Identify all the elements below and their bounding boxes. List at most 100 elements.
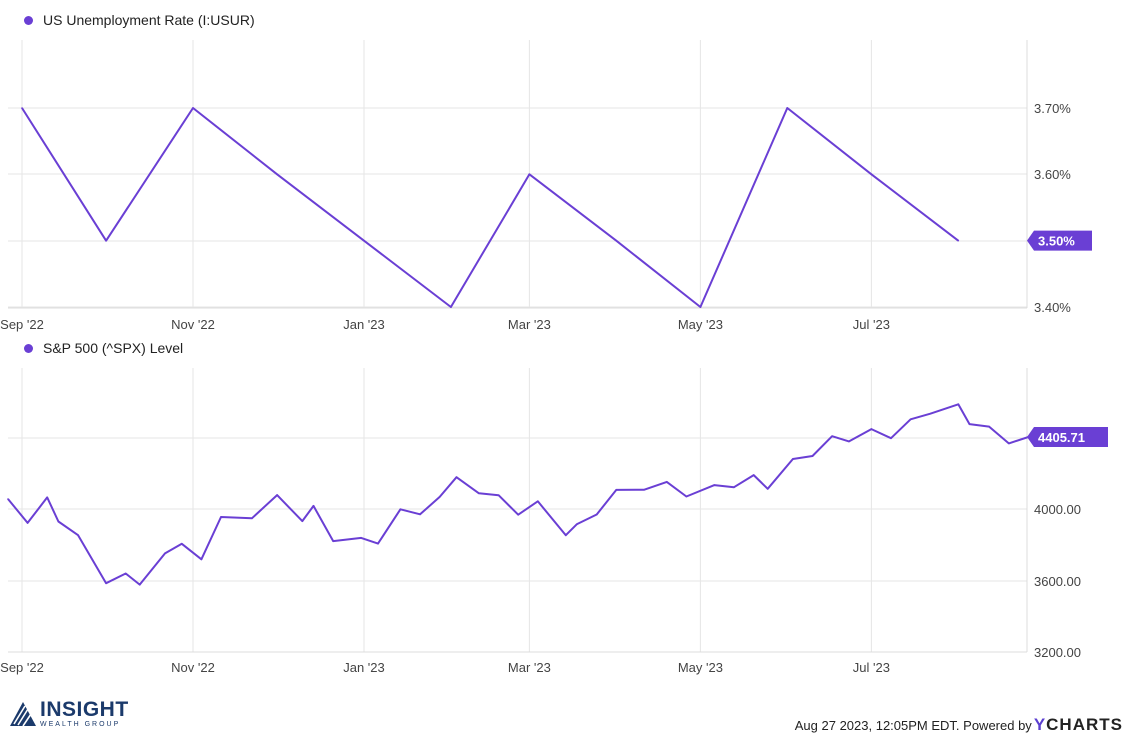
data-point xyxy=(870,173,873,176)
data-point xyxy=(180,542,183,545)
data-point xyxy=(276,494,278,496)
data-point xyxy=(450,306,452,308)
x-tick-label: May '23 xyxy=(678,317,723,332)
data-point xyxy=(988,425,990,428)
data-point xyxy=(957,403,960,406)
data-point xyxy=(77,534,79,536)
x-tick-label: Mar '23 xyxy=(508,317,551,332)
footer: Aug 27 2023, 12:05PM EDT. Powered by YCH… xyxy=(795,715,1123,735)
data-point xyxy=(138,583,141,586)
data-point xyxy=(332,540,334,542)
data-point xyxy=(399,508,402,511)
data-point xyxy=(576,523,578,525)
data-point xyxy=(360,537,362,539)
data-point xyxy=(537,500,539,503)
data-point xyxy=(685,495,688,498)
data-point xyxy=(699,306,702,308)
last-value-tag-bg xyxy=(1027,426,1108,447)
data-point xyxy=(615,489,618,491)
ycharts-logo-rest: CHARTS xyxy=(1046,715,1123,734)
data-point xyxy=(251,517,253,520)
data-point xyxy=(57,520,60,523)
data-point xyxy=(478,492,480,495)
data-point xyxy=(848,440,850,443)
data-point xyxy=(528,173,531,176)
x-tick-label: Jan '23 xyxy=(343,660,385,675)
data-point xyxy=(301,520,304,522)
data-point xyxy=(870,428,873,430)
data-point xyxy=(909,418,912,421)
data-point xyxy=(124,572,127,575)
data-point xyxy=(164,552,166,555)
series-line-unemployment xyxy=(21,107,959,308)
data-point xyxy=(192,107,194,109)
data-point xyxy=(312,505,315,507)
chart-unemployment: 3.40% 3.50% 3.60% 3.70% Sep '22 Nov '22 Jan '2… xyxy=(0,40,1092,332)
data-point xyxy=(497,494,500,497)
data-point xyxy=(105,239,107,242)
logo-wordmark: INSIGHT xyxy=(40,698,129,721)
data-point xyxy=(929,412,932,415)
x-tick-label: Sep '22 xyxy=(0,660,44,675)
y-tick-label: 3.70% xyxy=(1034,101,1071,116)
legend-marker-sp500 xyxy=(24,343,33,353)
data-point xyxy=(831,435,833,438)
y-tick-label: 3.40% xyxy=(1034,300,1071,315)
data-point xyxy=(643,488,646,491)
last-value-tag-sp500: 4405.71 xyxy=(1027,426,1108,447)
data-point xyxy=(811,455,814,457)
legend-label-sp500: S&P 500 (^SPX) Level xyxy=(43,340,184,356)
last-value-tag-bg xyxy=(1027,230,1092,251)
y-tick-label: 3200.00 xyxy=(1034,645,1081,660)
series-line-sp500 xyxy=(7,403,1029,586)
footer-timestamp: Aug 27 2023, 12:05PM EDT. Powered by xyxy=(794,718,1032,733)
last-value-label: 4405.71 xyxy=(1038,430,1085,445)
data-point xyxy=(220,516,222,518)
chart-sp500: 3200.00 3600.00 4000.00 Sep '22 Nov '22 Jan '… xyxy=(0,368,1108,675)
legend-unemployment[interactable]: US Unemployment Rate (I:USUR) xyxy=(24,12,255,28)
logo-subtitle: WEALTH GROUP xyxy=(40,721,121,728)
data-point xyxy=(565,534,567,536)
legend-label-unemployment: US Unemployment Rate (I:USUR) xyxy=(43,12,255,28)
x-tick-label: Jul '23 xyxy=(853,317,890,332)
data-point xyxy=(766,488,769,490)
data-point xyxy=(615,239,618,242)
x-tick-label: Jan '23 xyxy=(343,317,385,332)
y-tick-label: 4000.00 xyxy=(1034,502,1081,517)
last-value-label: 3.50% xyxy=(1038,234,1075,249)
data-point xyxy=(46,496,49,499)
data-point xyxy=(377,542,379,545)
data-point xyxy=(890,437,892,439)
data-point xyxy=(7,498,9,500)
data-point xyxy=(1007,442,1010,445)
insight-logo-icon xyxy=(10,701,36,726)
ycharts-logo[interactable]: YCHARTS xyxy=(1034,715,1123,735)
data-point xyxy=(786,107,789,109)
legend-sp500[interactable]: S&P 500 (^SPX) Level xyxy=(24,340,183,356)
y-tick-label: 3600.00 xyxy=(1034,574,1081,589)
data-point xyxy=(200,558,203,561)
x-tick-label: Nov '22 xyxy=(171,660,215,675)
legend-marker-unemployment xyxy=(24,15,33,25)
data-point xyxy=(595,513,598,516)
data-point xyxy=(968,423,971,425)
data-point xyxy=(105,582,107,584)
x-tick-label: Nov '22 xyxy=(171,317,215,332)
last-value-tag-unemployment: 3.50% xyxy=(1027,230,1092,251)
data-point xyxy=(733,486,735,489)
y-tick-label: 3.60% xyxy=(1034,167,1071,182)
data-point xyxy=(455,476,458,479)
data-point xyxy=(752,474,755,476)
ycharts-logo-y: Y xyxy=(1033,715,1047,734)
data-point xyxy=(21,107,23,109)
data-point xyxy=(419,513,421,516)
x-tick-label: Mar '23 xyxy=(508,660,551,675)
data-point xyxy=(665,481,668,483)
data-point xyxy=(713,484,716,486)
data-point xyxy=(363,239,365,242)
insight-wealth-logo: INSIGHT WEALTH GROUP xyxy=(10,699,129,728)
x-tick-label: Jul '23 xyxy=(853,660,890,675)
x-tick-label: May '23 xyxy=(678,660,723,675)
data-point xyxy=(517,513,519,516)
